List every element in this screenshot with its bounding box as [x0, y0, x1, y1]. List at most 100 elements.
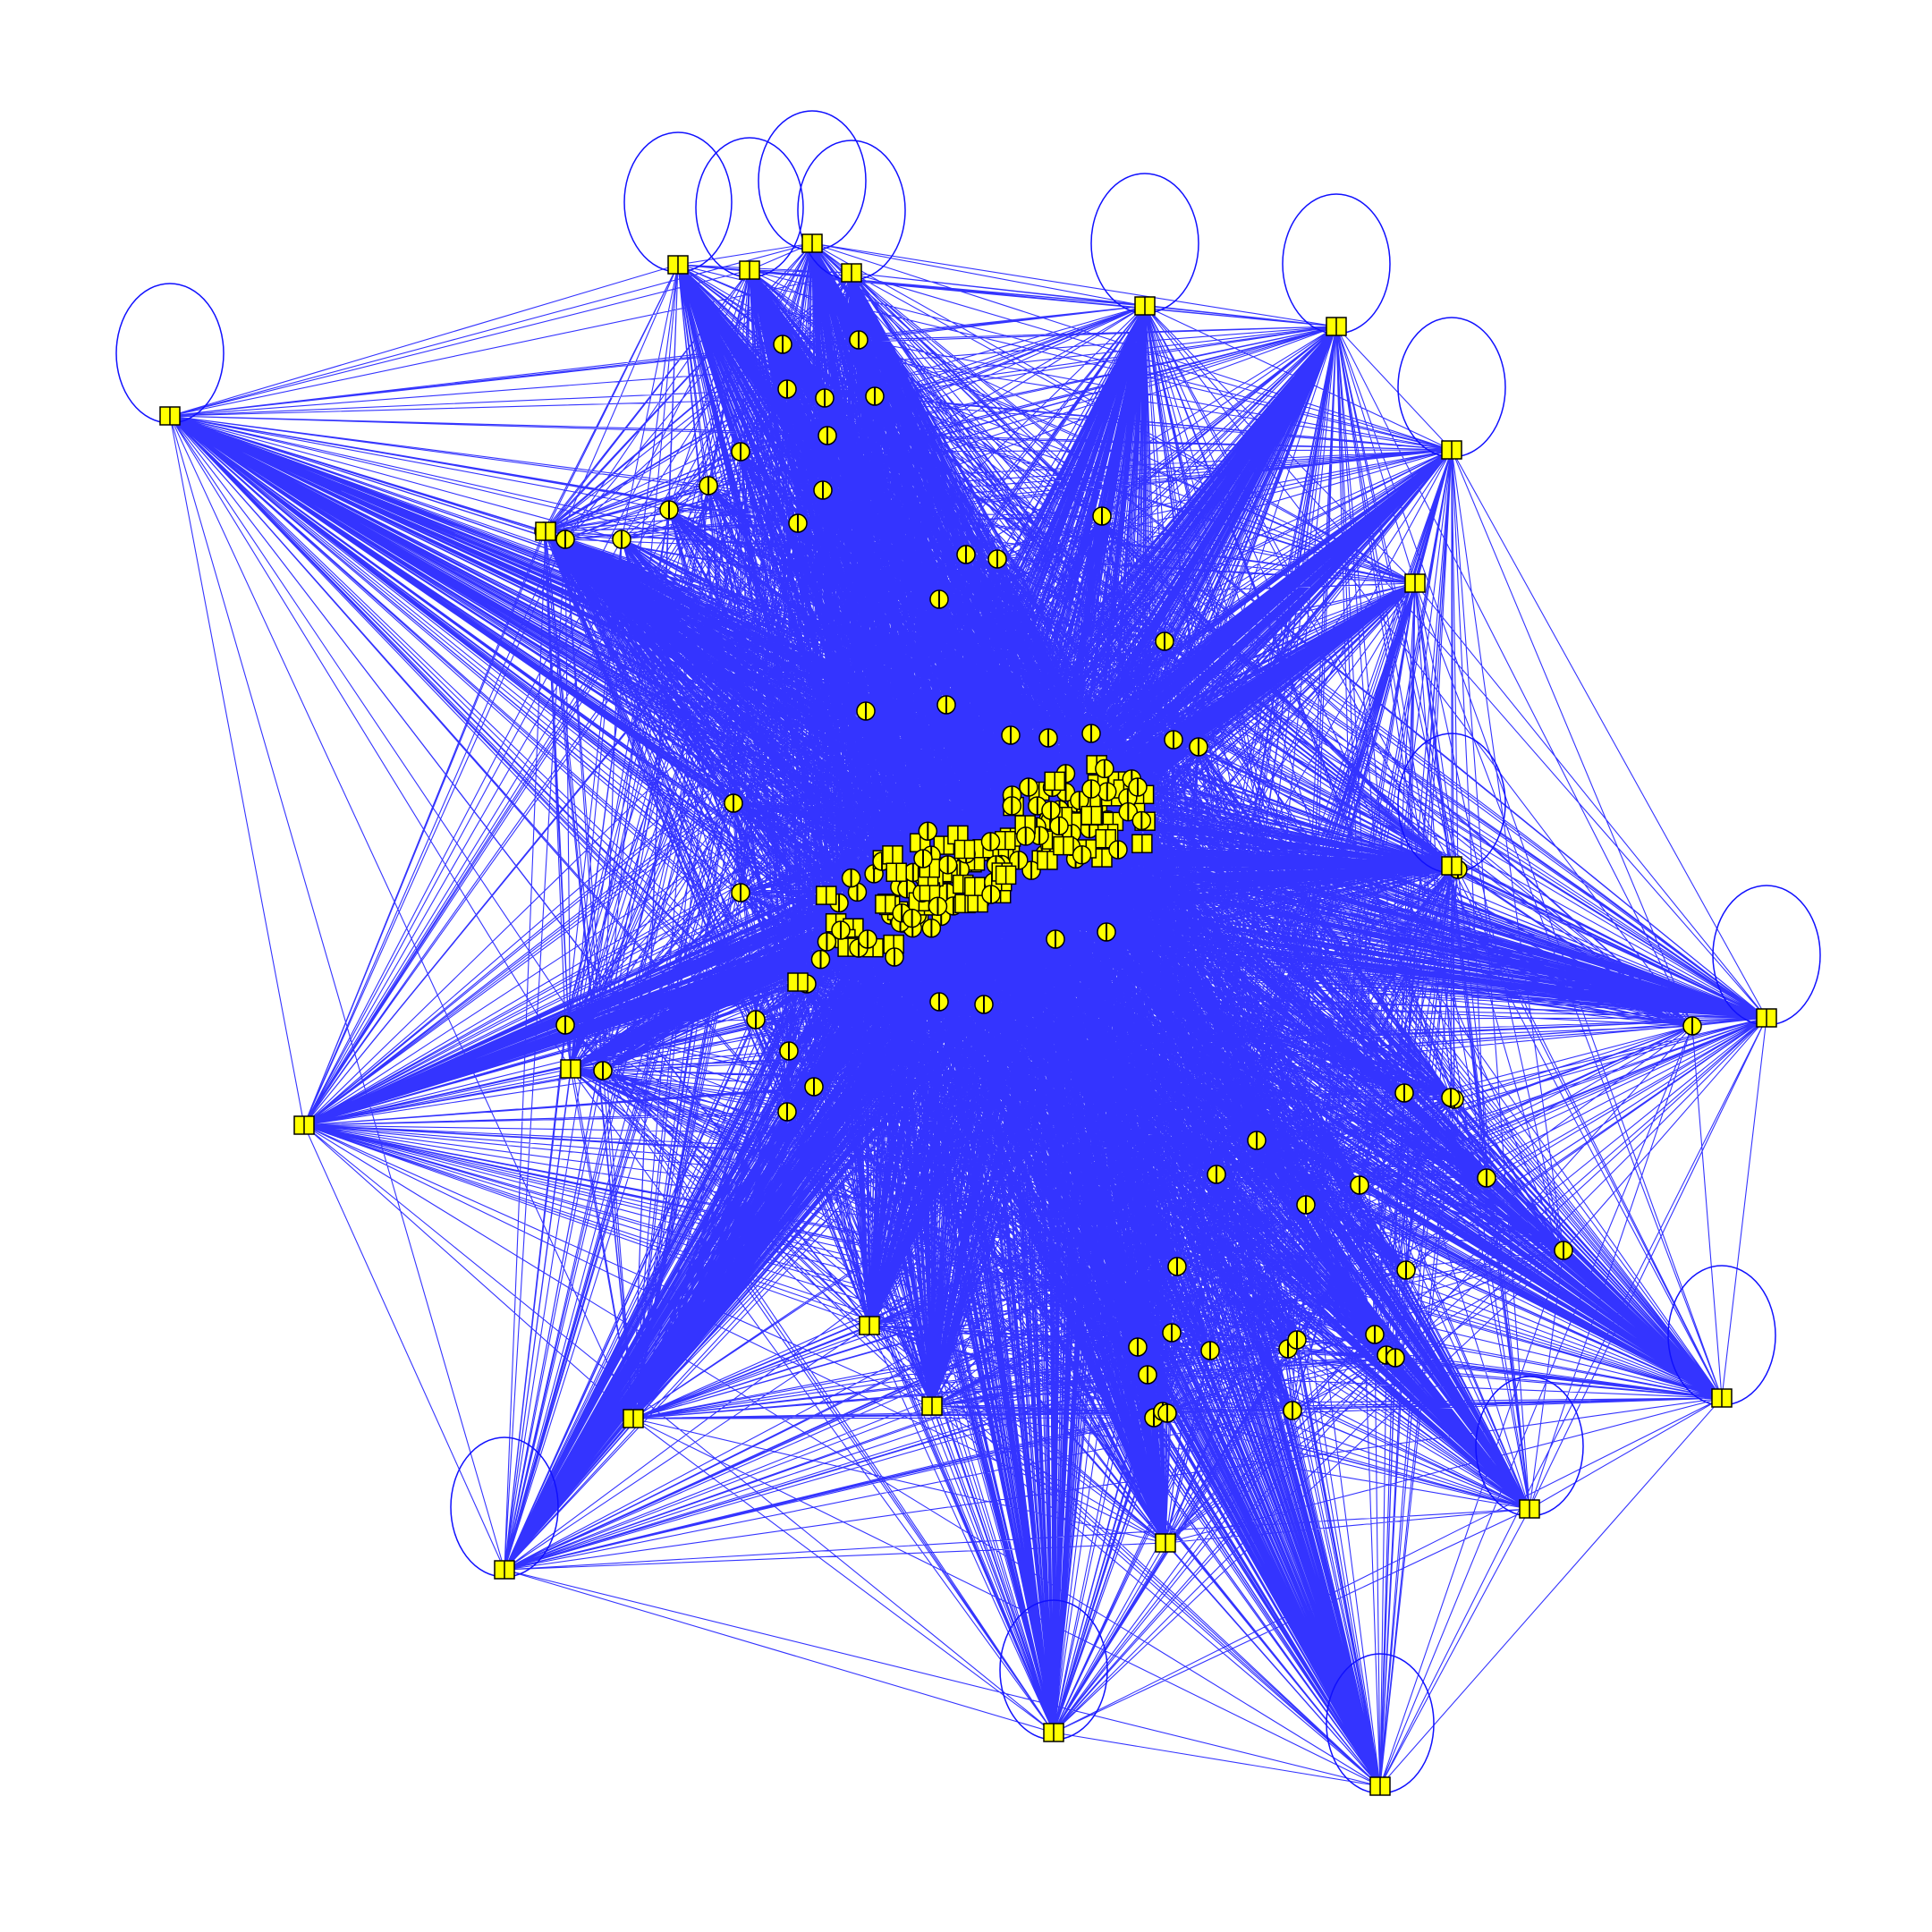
cluster-node: [847, 882, 868, 902]
inner-node: [818, 426, 837, 445]
cluster-node: [953, 839, 976, 860]
cluster-node: [1044, 771, 1065, 792]
inner-node: [1287, 1330, 1307, 1350]
inner-node: [612, 530, 631, 549]
hub-node: [739, 260, 760, 280]
inner-node: [1097, 922, 1116, 942]
inner-node: [1001, 725, 1021, 745]
cluster-node: [1037, 851, 1058, 870]
cluster-node: [882, 845, 903, 865]
inner-node: [1167, 1257, 1187, 1276]
cluster-node: [886, 862, 907, 882]
cluster-node: [947, 825, 969, 845]
self-loop: [695, 137, 804, 278]
self-loop: [1397, 317, 1506, 458]
node-layer: [159, 233, 1777, 1796]
hub-node: [494, 1560, 515, 1580]
hub-node: [841, 263, 862, 283]
hub-node: [1043, 1723, 1064, 1742]
inner-node: [849, 330, 869, 350]
inner-node: [804, 1077, 824, 1097]
hub-node: [159, 406, 181, 426]
inner-node: [1162, 1323, 1182, 1343]
cluster-node: [1097, 782, 1117, 801]
hub-node: [1326, 317, 1347, 336]
cluster-node: [1072, 845, 1092, 865]
cluster-node: [817, 932, 837, 952]
cluster-node: [1095, 828, 1116, 849]
cluster-node: [1118, 801, 1139, 822]
inner-node: [956, 545, 976, 564]
inner-node: [746, 1010, 766, 1030]
inner-node: [659, 500, 679, 520]
inner-node: [974, 995, 994, 1014]
self-loop: [115, 283, 225, 424]
cluster-node: [902, 908, 922, 928]
inner-node: [1108, 840, 1128, 860]
edge-layer: [169, 242, 1767, 1787]
cluster-node: [1041, 801, 1061, 820]
hub-node: [535, 521, 556, 541]
cluster-node: [1016, 826, 1036, 846]
cluster-node: [1131, 810, 1152, 831]
inner-node: [555, 1015, 575, 1035]
hub-node: [1441, 856, 1462, 876]
cluster-node: [921, 918, 942, 938]
cluster-node: [928, 896, 948, 917]
hub-node: [293, 1115, 315, 1135]
inner-node: [856, 701, 876, 721]
inner-node: [936, 695, 956, 715]
inner-node: [724, 793, 743, 813]
inner-node: [1396, 1260, 1416, 1280]
inner-node: [1385, 1348, 1405, 1368]
inner-node: [1038, 728, 1058, 748]
inner-node: [1092, 506, 1112, 526]
graph-edges: [169, 242, 1767, 1787]
inner-node: [773, 335, 792, 354]
inner-node: [1128, 1337, 1148, 1357]
hub-node: [1404, 573, 1426, 593]
inner-node: [981, 885, 1001, 904]
cluster-node: [816, 886, 837, 905]
inner-node: [1477, 1168, 1496, 1188]
cluster-node: [1002, 796, 1022, 816]
inner-node: [1128, 777, 1148, 797]
cluster-node: [841, 868, 861, 888]
inner-node: [779, 1041, 799, 1061]
inner-node: [731, 442, 750, 462]
cluster-node: [1009, 851, 1029, 870]
inner-node: [788, 513, 808, 533]
cluster-node: [875, 894, 896, 914]
self-loop: [758, 110, 867, 251]
inner-node: [815, 388, 835, 408]
inner-node: [1157, 1403, 1177, 1423]
inner-node: [1138, 1365, 1157, 1385]
cluster-node: [995, 865, 1017, 886]
cluster-node: [1095, 758, 1114, 779]
hub-node: [1711, 1388, 1733, 1408]
hub-node: [1369, 1776, 1391, 1796]
inner-node: [699, 476, 718, 496]
inner-node: [593, 1061, 613, 1080]
inner-node: [813, 480, 833, 500]
inner-node: [731, 883, 750, 902]
hub-node: [1441, 440, 1462, 460]
hub-node: [560, 1059, 581, 1079]
inner-node: [777, 379, 797, 399]
cluster-node: [918, 821, 938, 842]
hub-node: [623, 1409, 644, 1428]
cluster-node: [1021, 860, 1041, 880]
inner-node: [1350, 1175, 1369, 1195]
inner-node: [885, 947, 904, 967]
inner-node: [1296, 1195, 1316, 1215]
cluster-node: [1049, 816, 1069, 836]
inner-node: [1283, 1401, 1302, 1420]
cluster-node: [980, 832, 1001, 852]
hub-node: [667, 255, 689, 275]
inner-node: [1394, 1083, 1414, 1103]
inner-node: [1155, 631, 1174, 651]
inner-node: [1189, 737, 1208, 757]
inner-node: [1081, 724, 1101, 743]
hub-node: [787, 972, 809, 992]
cluster-node: [1053, 835, 1074, 856]
